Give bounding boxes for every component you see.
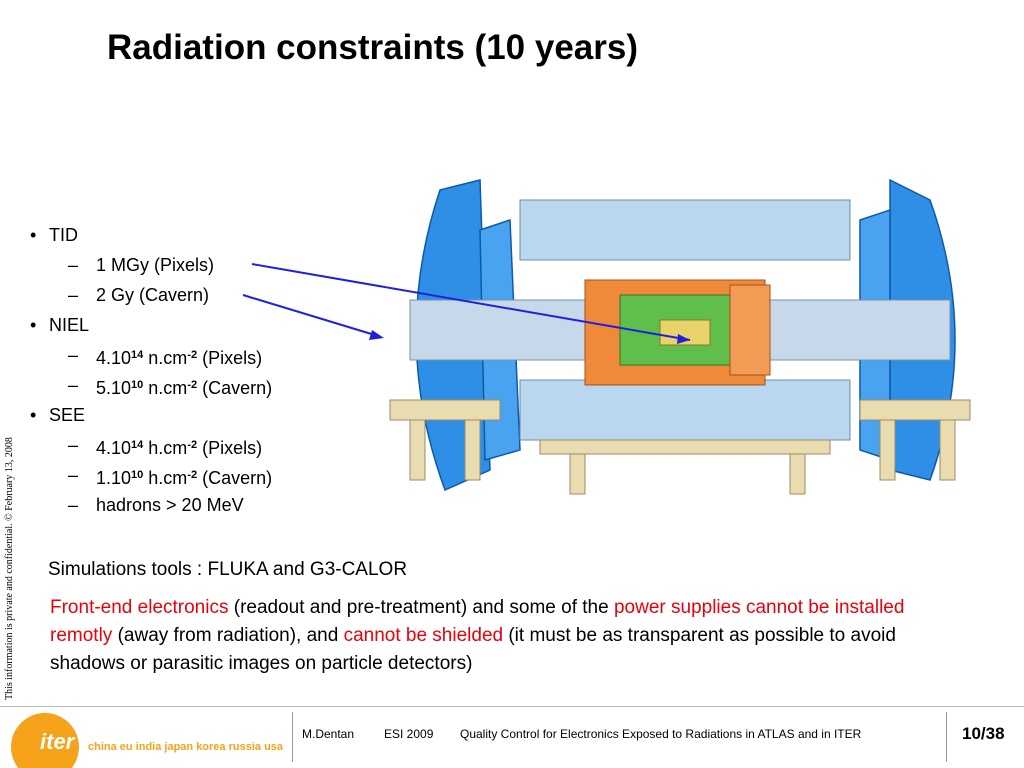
bullet-text: TID xyxy=(49,225,78,245)
superscript: 14 xyxy=(131,439,144,451)
footer-event: ESI 2009 xyxy=(384,727,434,741)
superscript: 14 xyxy=(131,349,144,361)
text-part: h.cm xyxy=(143,468,188,488)
highlight: power supplies cannot be installed remot… xyxy=(50,597,905,646)
highlight: cannot be shielded xyxy=(343,625,504,646)
text-part: 5.10 xyxy=(96,378,132,398)
text-part: (Cavern) xyxy=(197,468,273,488)
dash: – xyxy=(68,255,79,275)
text-part: 4.10 xyxy=(96,438,132,458)
text-part: (Cavern) xyxy=(197,378,273,398)
superscript: -2 xyxy=(187,349,198,361)
logo: iter china eu india japan korea russia u… xyxy=(11,713,284,768)
superscript: 10 xyxy=(131,469,144,481)
text-part: 4.10 xyxy=(96,348,132,368)
sub-bullet-text: 4.1014 n.cm-2 (Pixels) xyxy=(96,340,262,373)
sub-bullet-text: 5.1010 n.cm-2 (Cavern) xyxy=(96,370,272,403)
text-part: (Pixels) xyxy=(197,438,263,458)
text-part: n.cm xyxy=(143,348,188,368)
text-part: 1.10 xyxy=(96,468,132,488)
text-part: 2 Gy (Cavern) xyxy=(96,285,210,305)
text-part: h.cm xyxy=(143,438,188,458)
highlight: Front-end electronics xyxy=(50,597,229,618)
footer-author: M.Dentan xyxy=(302,727,355,741)
bullet-dot: • xyxy=(30,225,37,245)
slide-title: Radiation constraints (10 years) xyxy=(107,28,638,67)
text-part: (away from radiation), and xyxy=(112,625,344,646)
text-part: hadrons > 20 MeV xyxy=(96,495,244,515)
text-part: 1 MGy (Pixels) xyxy=(96,255,215,275)
superscript: -2 xyxy=(187,379,198,391)
bullet-dot: • xyxy=(30,405,37,425)
page-number: 10/38 xyxy=(962,724,1005,743)
sub-bullet-text: hadrons > 20 MeV xyxy=(96,490,244,520)
dash: – xyxy=(68,495,79,515)
divider xyxy=(946,712,947,762)
logo-partners: china eu india japan korea russia usa xyxy=(88,741,284,753)
text-part: n.cm xyxy=(143,378,188,398)
bullet-dot: • xyxy=(30,315,37,335)
dash: – xyxy=(68,345,79,365)
dash: – xyxy=(68,465,79,485)
simulations-note: Simulations tools : FLUKA and G3-CALOR xyxy=(48,559,408,580)
text-part: (readout and pre-treatment) and some of … xyxy=(228,597,614,618)
dash: – xyxy=(68,285,79,305)
sub-bullet-text: 2 Gy (Cavern) xyxy=(96,280,209,310)
bullet-text: NIEL xyxy=(49,315,90,335)
footer-talk: Quality Control for Electronics Exposed … xyxy=(460,727,862,741)
paragraph: Front-end electronics (readout and pre-t… xyxy=(50,594,930,678)
superscript: -2 xyxy=(187,439,198,451)
text-part: (it must be as transparent as possible t… xyxy=(50,625,896,674)
footer-line xyxy=(0,706,1024,707)
detector-image xyxy=(389,178,971,495)
logo-text: iter xyxy=(40,729,76,754)
sub-bullet-text: 4.1014 h.cm-2 (Pixels) xyxy=(96,430,262,463)
sub-bullet-text: 1.1010 h.cm-2 (Cavern) xyxy=(96,460,272,493)
superscript: 10 xyxy=(131,379,144,391)
sub-bullet-text: 1 MGy (Pixels) xyxy=(96,250,214,280)
dash: – xyxy=(68,375,79,395)
divider xyxy=(292,712,293,762)
text-part: (Pixels) xyxy=(197,348,263,368)
superscript: -2 xyxy=(187,469,198,481)
bullet-text: SEE xyxy=(49,405,86,425)
dash: – xyxy=(68,435,79,455)
